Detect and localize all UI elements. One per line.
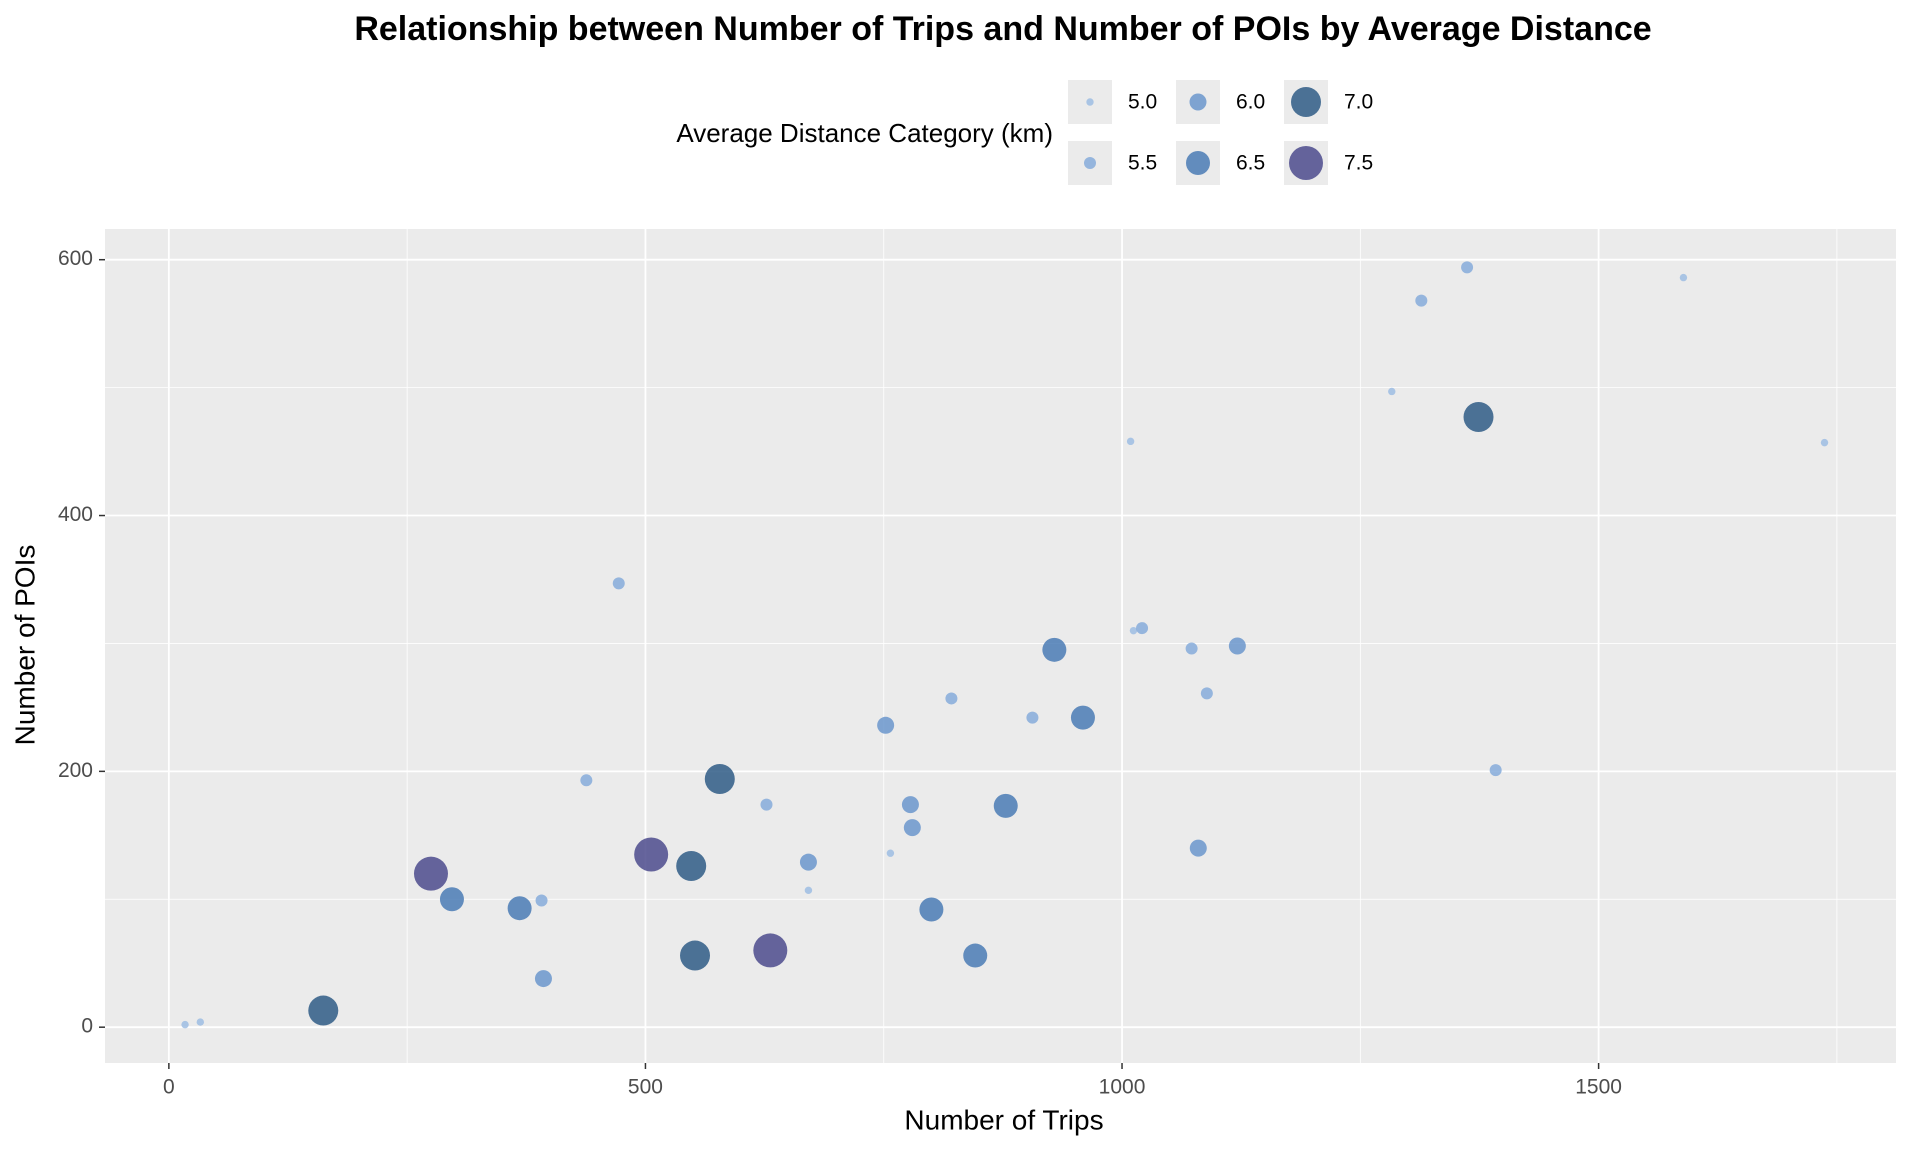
point	[676, 851, 707, 882]
point	[1228, 637, 1246, 655]
x-tick-label: 500	[628, 1076, 663, 1099]
x-axis-title: Number of Trips	[904, 1104, 1103, 1135]
point	[1200, 687, 1213, 700]
point	[1415, 294, 1428, 307]
point	[1136, 622, 1149, 635]
y-tick-label: 0	[81, 1015, 93, 1038]
point	[1679, 273, 1688, 282]
point	[993, 793, 1018, 818]
point	[1126, 437, 1135, 446]
legend-symbol	[1086, 98, 1094, 106]
point	[903, 819, 921, 837]
point	[1463, 402, 1494, 433]
point	[963, 943, 988, 968]
y-axis-title: Number of POIs	[9, 545, 40, 746]
y-tick-label: 600	[58, 247, 93, 270]
point	[680, 940, 711, 971]
chart-title: Relationship between Number of Trips and…	[354, 10, 1651, 48]
point	[919, 897, 944, 922]
point	[945, 692, 958, 705]
point	[1820, 438, 1829, 447]
point	[534, 970, 552, 988]
point	[1461, 261, 1474, 274]
y-tick-label: 400	[58, 503, 93, 526]
point	[612, 577, 625, 590]
point	[886, 849, 895, 857]
legend-symbol	[1186, 151, 1210, 175]
point	[196, 1018, 205, 1026]
legend-label: 5.0	[1128, 91, 1157, 114]
x-tick-label: 0	[163, 1076, 175, 1099]
point	[1042, 637, 1067, 662]
point	[799, 853, 817, 871]
legend-symbol	[1084, 157, 1096, 169]
legend-label: 7.0	[1344, 91, 1373, 114]
x-tick-label: 1000	[1099, 1076, 1146, 1099]
legend-label: 6.0	[1236, 91, 1265, 114]
point	[634, 837, 669, 872]
legend-symbol	[1289, 146, 1323, 180]
plot-panel	[105, 229, 1896, 1063]
point	[507, 896, 532, 921]
point	[1489, 764, 1502, 777]
point	[413, 856, 448, 891]
point	[1388, 387, 1396, 396]
legend-symbol	[1291, 87, 1321, 117]
point	[439, 887, 464, 912]
legend-label: 6.5	[1236, 152, 1265, 175]
point	[901, 796, 919, 814]
point	[1185, 642, 1198, 655]
point	[760, 798, 773, 811]
point	[181, 1020, 189, 1029]
point	[1070, 705, 1095, 730]
x-tick-label: 1500	[1575, 1076, 1622, 1099]
point	[308, 995, 339, 1026]
point	[877, 716, 895, 734]
legend-label: 7.5	[1344, 152, 1373, 175]
point	[580, 774, 593, 787]
legend-symbol	[1189, 93, 1207, 111]
point	[804, 886, 813, 895]
legend-title: Average Distance Category (km)	[676, 118, 1053, 148]
point	[535, 894, 548, 907]
point	[1189, 839, 1207, 857]
point	[704, 764, 735, 795]
point	[1026, 711, 1039, 724]
legend-label: 5.5	[1128, 152, 1157, 175]
point	[753, 933, 788, 968]
y-tick-label: 200	[58, 759, 93, 782]
point	[1129, 626, 1138, 635]
